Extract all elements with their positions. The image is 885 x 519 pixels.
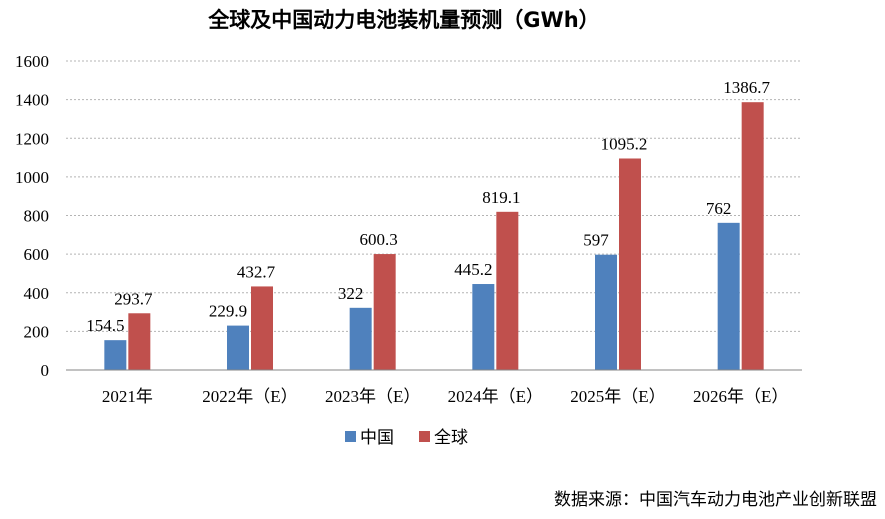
bar-global-3 — [496, 211, 519, 370]
bar-global-4 — [619, 158, 641, 370]
y-tick-label: 1400 — [15, 91, 49, 110]
x-axis-ticks: 2021年 2022年（E） 2023年（E） 2024年（E） 2025年（E） 202… — [102, 387, 789, 406]
y-tick-label: 1000 — [15, 168, 49, 187]
x-tick-label: 2022年（E） — [202, 387, 297, 406]
data-label-global-4: 1095.2 — [601, 134, 648, 153]
data-label-global-2: 600.3 — [360, 230, 398, 249]
legend-swatch-china — [345, 431, 356, 442]
bar-global-1 — [251, 286, 273, 370]
y-tick-label: 1600 — [15, 52, 49, 71]
bar-china-4 — [595, 254, 617, 370]
y-tick-label: 1200 — [15, 129, 49, 148]
x-tick-label: 2021年 — [102, 387, 153, 406]
legend-label-china: 中国 — [360, 428, 394, 448]
y-tick-label: 0 — [41, 361, 50, 380]
source-note: 数据来源：中国汽车动力电池产业创新联盟 — [554, 490, 877, 510]
gridlines — [66, 60, 802, 332]
data-label-china-5: 762 — [706, 199, 732, 218]
data-labels: 154.5 293.7 229.9 432.7 322 600.3 445.2 819.1 59… — [86, 78, 770, 335]
bar-china-3 — [472, 284, 495, 370]
y-axis-ticks: 0 200 400 600 800 1000 1200 1400 1600 — [15, 52, 49, 380]
x-tick-label: 2023年（E） — [325, 387, 420, 406]
y-tick-label: 400 — [24, 284, 50, 303]
data-label-global-0: 293.7 — [114, 289, 153, 308]
data-label-china-4: 597 — [583, 231, 609, 250]
y-tick-label: 800 — [24, 207, 50, 226]
x-tick-label: 2024年（E） — [448, 387, 543, 406]
data-label-china-2: 322 — [338, 284, 364, 303]
bar-china-2 — [349, 307, 372, 370]
bar-china-0 — [104, 340, 127, 370]
legend-swatch-global — [419, 431, 430, 442]
data-label-global-3: 819.1 — [482, 188, 520, 207]
bar-china-5 — [717, 222, 740, 370]
data-label-china-0: 154.5 — [86, 316, 124, 335]
bar-global-5 — [741, 102, 764, 370]
data-label-china-3: 445.2 — [454, 260, 492, 279]
data-label-global-1: 432.7 — [237, 262, 276, 281]
legend-label-global: 全球 — [434, 428, 468, 448]
bar-china-1 — [227, 325, 249, 370]
x-tick-label: 2025年（E） — [570, 387, 665, 406]
bar-global-2 — [373, 254, 396, 370]
bars — [104, 102, 764, 370]
chart-title: 全球及中国动力电池装机量预测（GWh） — [207, 8, 599, 32]
data-label-global-5: 1386.7 — [723, 78, 770, 97]
legend: 中国 全球 — [345, 428, 468, 448]
x-tick-label: 2026年（E） — [693, 387, 788, 406]
data-label-china-1: 229.9 — [209, 302, 247, 321]
bar-global-0 — [128, 313, 151, 370]
y-tick-label: 200 — [24, 322, 50, 341]
y-tick-label: 600 — [24, 245, 50, 264]
